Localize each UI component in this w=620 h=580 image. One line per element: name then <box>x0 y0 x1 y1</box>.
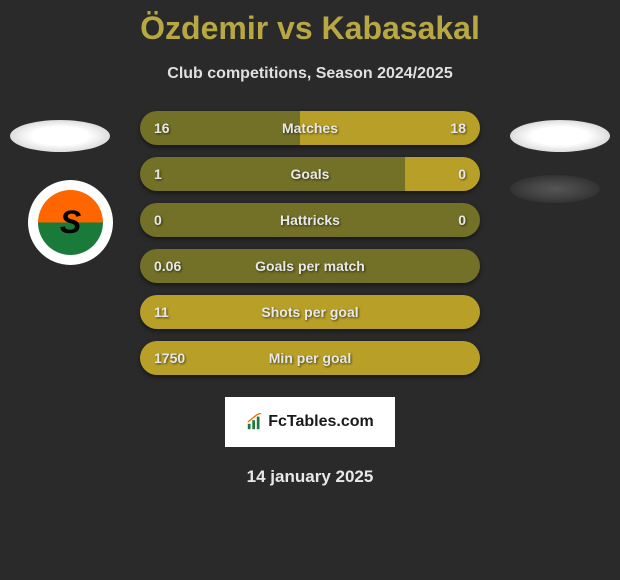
stat-value-left: 0.06 <box>154 258 181 274</box>
fctables-label: FcTables.com <box>268 413 374 431</box>
stat-value-right: 18 <box>450 120 466 136</box>
stat-value-left: 16 <box>154 120 170 136</box>
stat-value-right: 0 <box>458 166 466 182</box>
stat-row: 0.06 Goals per match <box>140 249 480 283</box>
stat-label: Matches <box>282 120 338 136</box>
stat-row: 1 0 Goals <box>140 157 480 191</box>
stat-row: 0 0 Hattricks <box>140 203 480 237</box>
chart-icon <box>246 413 264 431</box>
stat-label: Goals <box>291 166 330 182</box>
stat-row: 11 Shots per goal <box>140 295 480 329</box>
stat-bar-right <box>405 157 480 191</box>
stat-value-left: 11 <box>154 304 169 320</box>
stat-value-left: 0 <box>154 212 162 228</box>
stat-bar-left <box>140 157 405 191</box>
stat-value-left: 1750 <box>154 350 185 366</box>
stat-label: Goals per match <box>255 258 365 274</box>
stat-value-left: 1 <box>154 166 162 182</box>
stat-label: Min per goal <box>269 350 351 366</box>
stat-label: Hattricks <box>280 212 340 228</box>
stat-label: Shots per goal <box>261 304 358 320</box>
player-left-shadow <box>10 120 110 152</box>
club-badge-letter: S <box>60 204 81 241</box>
player-right-shadow <box>510 120 610 152</box>
club-badge-left: S <box>28 180 113 265</box>
comparison-date: 14 january 2025 <box>0 467 620 487</box>
stat-row: 16 18 Matches <box>140 111 480 145</box>
fctables-badge[interactable]: FcTables.com <box>225 397 395 447</box>
comparison-title: Özdemir vs Kabasakal <box>0 0 620 47</box>
club-badge-right <box>510 175 600 203</box>
comparison-subtitle: Club competitions, Season 2024/2025 <box>0 65 620 83</box>
stat-row: 1750 Min per goal <box>140 341 480 375</box>
stat-value-right: 0 <box>458 212 466 228</box>
